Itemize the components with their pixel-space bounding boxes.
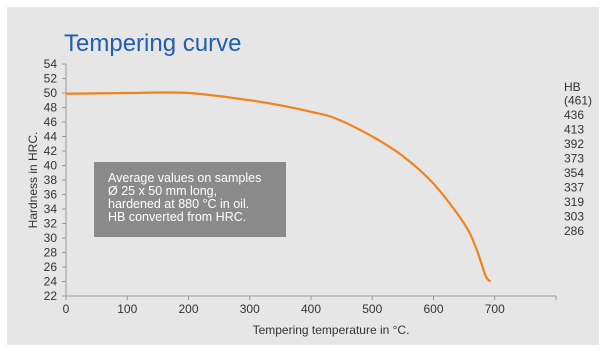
hb-label: 303	[564, 209, 584, 223]
hb-label: 413	[564, 122, 584, 136]
y-tick-label: 26	[44, 260, 58, 274]
hb-label: 319	[564, 195, 584, 209]
x-tick-label: 500	[362, 302, 382, 316]
y-tick-label: 22	[44, 289, 58, 303]
hb-label: 436	[564, 108, 584, 122]
annotation-line: hardened at 880 °C in oil.	[108, 197, 249, 211]
y-tick-label: 40	[44, 159, 58, 173]
x-tick-label: 0	[63, 302, 70, 316]
x-tick-label: 200	[178, 302, 198, 316]
y-tick-label: 34	[44, 202, 58, 216]
y-tick-label: 36	[44, 188, 58, 202]
annotation-line: Average values on samples	[108, 171, 261, 185]
y-tick-label: 24	[44, 275, 58, 289]
y-tick-label: 32	[44, 217, 58, 231]
y-tick-label: 30	[44, 231, 58, 245]
right-axis-title: HB	[564, 80, 581, 94]
x-tick-label: 300	[240, 302, 260, 316]
y-tick-label: 54	[44, 57, 58, 71]
annotation-line: Ø 25 x 50 mm long,	[108, 184, 217, 198]
y-tick-label: 42	[44, 144, 58, 158]
y-tick-label: 48	[44, 101, 58, 115]
y-tick-label: 52	[44, 72, 58, 86]
x-tick-label: 100	[117, 302, 137, 316]
hb-label: 373	[564, 151, 584, 165]
y-tick-label: 50	[44, 86, 58, 100]
x-tick-label: 700	[485, 302, 505, 316]
hb-label: 337	[564, 180, 584, 194]
hb-label: 392	[564, 137, 584, 151]
y-tick-label: 28	[44, 246, 58, 260]
x-tick-labels: 0 100 200 300 400 500 600 700	[63, 302, 505, 316]
y-axis-label: Hardness in HRC.	[26, 132, 40, 229]
hb-label: 354	[564, 166, 584, 180]
y-tick-label: 38	[44, 173, 58, 187]
annotation-line: HB converted from HRC.	[108, 210, 246, 224]
x-axis-label: Tempering temperature in °C.	[253, 323, 410, 337]
y-tick-label: 46	[44, 115, 58, 129]
x-tick-label: 600	[423, 302, 443, 316]
hb-label: 286	[564, 224, 584, 238]
hb-label: (461)	[564, 93, 592, 107]
y-tick-label: 44	[44, 130, 58, 144]
x-tick-label: 400	[301, 302, 321, 316]
